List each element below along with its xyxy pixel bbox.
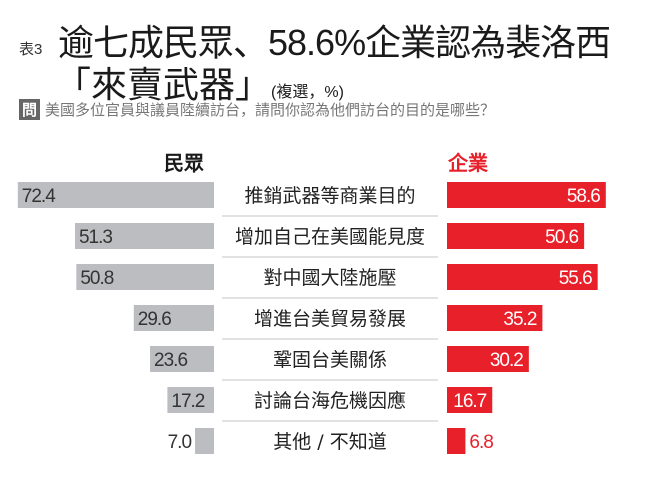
survey-question: 問美國多位官員與議員陸續訪台，請問你認為他們訪台的目的是哪些？ <box>19 99 495 120</box>
public-value-label: 50.8 <box>80 268 113 289</box>
business-bar <box>447 223 585 249</box>
public-value-label: 51.3 <box>79 227 112 248</box>
category-label: 對中國大陸施壓 <box>263 267 396 289</box>
business-value-label: 50.6 <box>545 227 578 248</box>
chart-title-note: (複選，%) <box>271 84 344 101</box>
table-number: 表3 <box>19 41 43 58</box>
category-label: 推銷武器等商業目的 <box>244 185 415 207</box>
public-bar <box>76 264 214 290</box>
chart-title-line2: 「來賣武器」(複選，%) <box>55 56 344 108</box>
legend-business: 企業 <box>448 153 488 175</box>
business-bar <box>447 387 493 413</box>
business-value-label: 58.6 <box>567 186 600 207</box>
public-bar <box>150 346 214 372</box>
public-bar <box>195 428 214 454</box>
category-label: 增加自己在美國能見度 <box>235 226 425 248</box>
business-value-label: 30.2 <box>490 350 523 371</box>
business-value-label: 55.6 <box>559 268 592 289</box>
category-label: 鞏固台美關係 <box>273 349 387 371</box>
chart-title-line1: 逾七成民眾、58.6%企業認為裴洛西 <box>58 22 611 63</box>
business-value-label: 16.7 <box>453 391 486 412</box>
legend-public: 民眾 <box>164 153 204 175</box>
business-bar <box>447 346 529 372</box>
public-value-label: 29.6 <box>138 309 171 330</box>
public-bar <box>74 223 215 249</box>
public-value-label: 23.6 <box>154 350 187 371</box>
business-bar <box>447 428 466 454</box>
category-label: 其他 / 不知道 <box>273 431 386 453</box>
public-bar <box>167 387 214 413</box>
public-value-label: 17.2 <box>171 391 204 412</box>
public-value-label: 7.0 <box>168 432 192 453</box>
business-bar <box>447 305 543 331</box>
business-bar <box>447 264 598 290</box>
business-value-label: 6.8 <box>469 432 493 453</box>
category-label: 討論台海危機因應 <box>254 389 406 412</box>
public-value-label: 72.4 <box>22 186 56 207</box>
question-text: 美國多位官員與議員陸續訪台，請問你認為他們訪台的目的是哪些？ <box>45 102 496 119</box>
business-value-label: 35.2 <box>503 309 536 330</box>
chart-title-line2-text: 「來賣武器」 <box>55 64 272 105</box>
public-bar <box>17 182 214 208</box>
business-bar <box>447 182 606 208</box>
category-label: 增進台美貿易發展 <box>254 308 406 330</box>
question-badge: 問 <box>19 99 41 120</box>
public-bar <box>133 305 214 331</box>
